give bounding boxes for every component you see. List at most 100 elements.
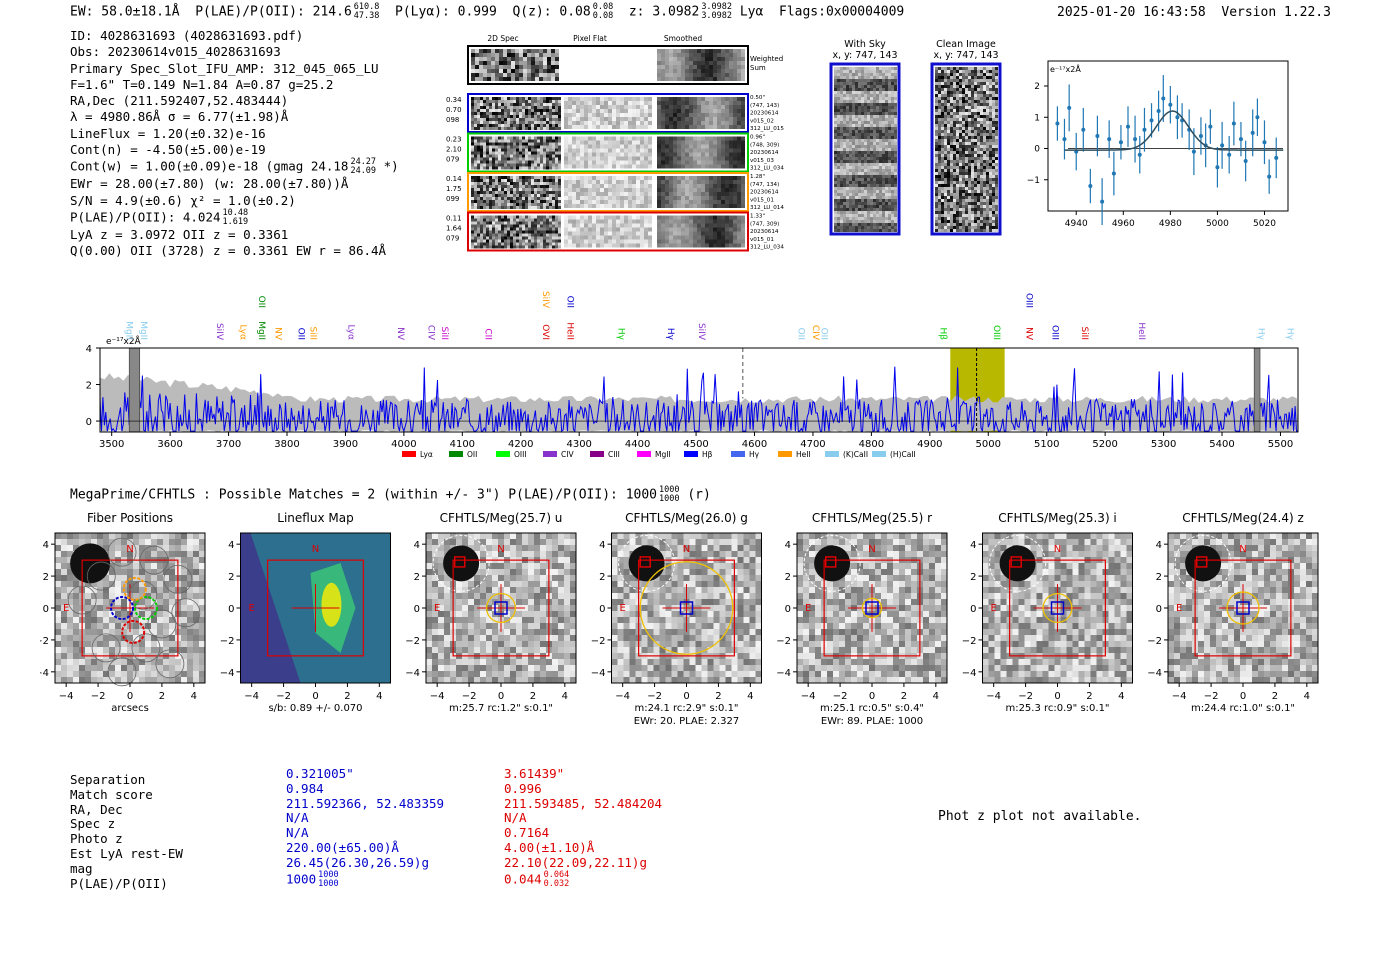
pixel xyxy=(537,182,540,185)
pixel xyxy=(974,103,977,106)
pixel xyxy=(867,127,870,130)
pixel xyxy=(487,49,491,53)
pixel xyxy=(661,148,665,153)
pixel xyxy=(717,77,721,81)
pixel xyxy=(959,133,962,136)
pixel xyxy=(729,49,733,53)
pixel xyxy=(596,184,600,188)
pixel xyxy=(709,235,713,240)
pixel xyxy=(568,156,572,161)
pixel xyxy=(858,112,861,115)
pixel xyxy=(677,180,681,184)
pixel xyxy=(855,172,858,175)
pixel xyxy=(867,217,870,220)
pixel xyxy=(572,192,576,196)
pixel xyxy=(487,61,491,65)
pixel xyxy=(588,164,592,169)
pixel xyxy=(513,215,516,219)
pixel xyxy=(725,69,729,73)
pixel xyxy=(855,202,858,205)
pixel xyxy=(522,112,525,115)
pixel xyxy=(632,109,636,113)
pixel xyxy=(965,142,968,145)
pixel xyxy=(543,176,546,179)
pixel xyxy=(616,239,620,244)
pixel xyxy=(681,180,685,184)
pixel xyxy=(741,109,745,113)
pixel xyxy=(861,220,864,223)
pixel xyxy=(534,185,537,188)
pixel xyxy=(858,85,861,88)
pixel xyxy=(885,136,888,139)
pixel xyxy=(709,215,713,220)
pixel xyxy=(721,65,725,69)
pixel xyxy=(894,187,897,190)
pixel xyxy=(879,193,882,196)
pixel xyxy=(608,97,612,101)
pixel xyxy=(843,121,846,124)
pixel xyxy=(689,219,693,224)
pixel xyxy=(673,243,677,248)
pixel xyxy=(673,69,677,73)
pixel xyxy=(474,224,477,228)
pixel xyxy=(837,172,840,175)
pixel xyxy=(968,115,971,118)
pixel xyxy=(721,113,725,117)
pixel xyxy=(492,124,495,127)
pixel xyxy=(584,156,588,161)
pixel xyxy=(528,160,531,164)
pixel xyxy=(543,197,546,200)
pixel xyxy=(552,151,555,155)
pixel xyxy=(507,185,510,188)
pixel xyxy=(588,223,592,228)
pixel xyxy=(640,227,644,232)
pixel xyxy=(673,188,677,192)
pixel xyxy=(858,196,861,199)
pixel xyxy=(648,144,652,149)
pixel xyxy=(677,192,681,196)
pixel xyxy=(858,115,861,118)
pixel xyxy=(522,230,525,234)
pixel xyxy=(498,194,501,197)
pixel xyxy=(888,199,891,202)
pixel xyxy=(852,88,855,91)
pixel xyxy=(882,190,885,193)
pixel xyxy=(580,148,584,153)
pixel xyxy=(483,176,486,179)
pixel xyxy=(507,160,510,164)
pixel xyxy=(572,180,576,184)
pixel xyxy=(733,49,737,53)
pixel xyxy=(885,151,888,154)
pixel xyxy=(546,145,549,149)
pixel xyxy=(867,130,870,133)
pixel xyxy=(501,103,504,106)
pixel xyxy=(974,109,977,112)
pixel xyxy=(944,100,947,103)
pixel xyxy=(480,121,483,124)
pixel xyxy=(549,239,552,243)
spec2d-row-right: (748, 309) xyxy=(750,142,779,148)
pixel xyxy=(531,215,534,219)
pixel xyxy=(855,223,858,226)
pixel xyxy=(620,239,624,244)
pixel xyxy=(525,203,528,206)
pixel xyxy=(894,109,897,112)
pixel xyxy=(888,166,891,169)
pixel xyxy=(636,156,640,161)
pixel xyxy=(510,124,513,127)
pixel xyxy=(513,109,516,112)
pixel xyxy=(864,163,867,166)
pixel xyxy=(644,243,648,248)
pixel xyxy=(657,73,661,77)
pixel xyxy=(495,61,499,65)
pixel xyxy=(741,192,745,196)
pixel xyxy=(528,200,531,203)
pixel xyxy=(534,127,537,130)
pixel xyxy=(693,117,697,121)
pixel xyxy=(891,172,894,175)
pixel xyxy=(861,178,864,181)
pixel xyxy=(528,106,531,109)
pixel xyxy=(713,53,717,57)
pixel xyxy=(693,65,697,69)
pixel xyxy=(971,76,974,79)
